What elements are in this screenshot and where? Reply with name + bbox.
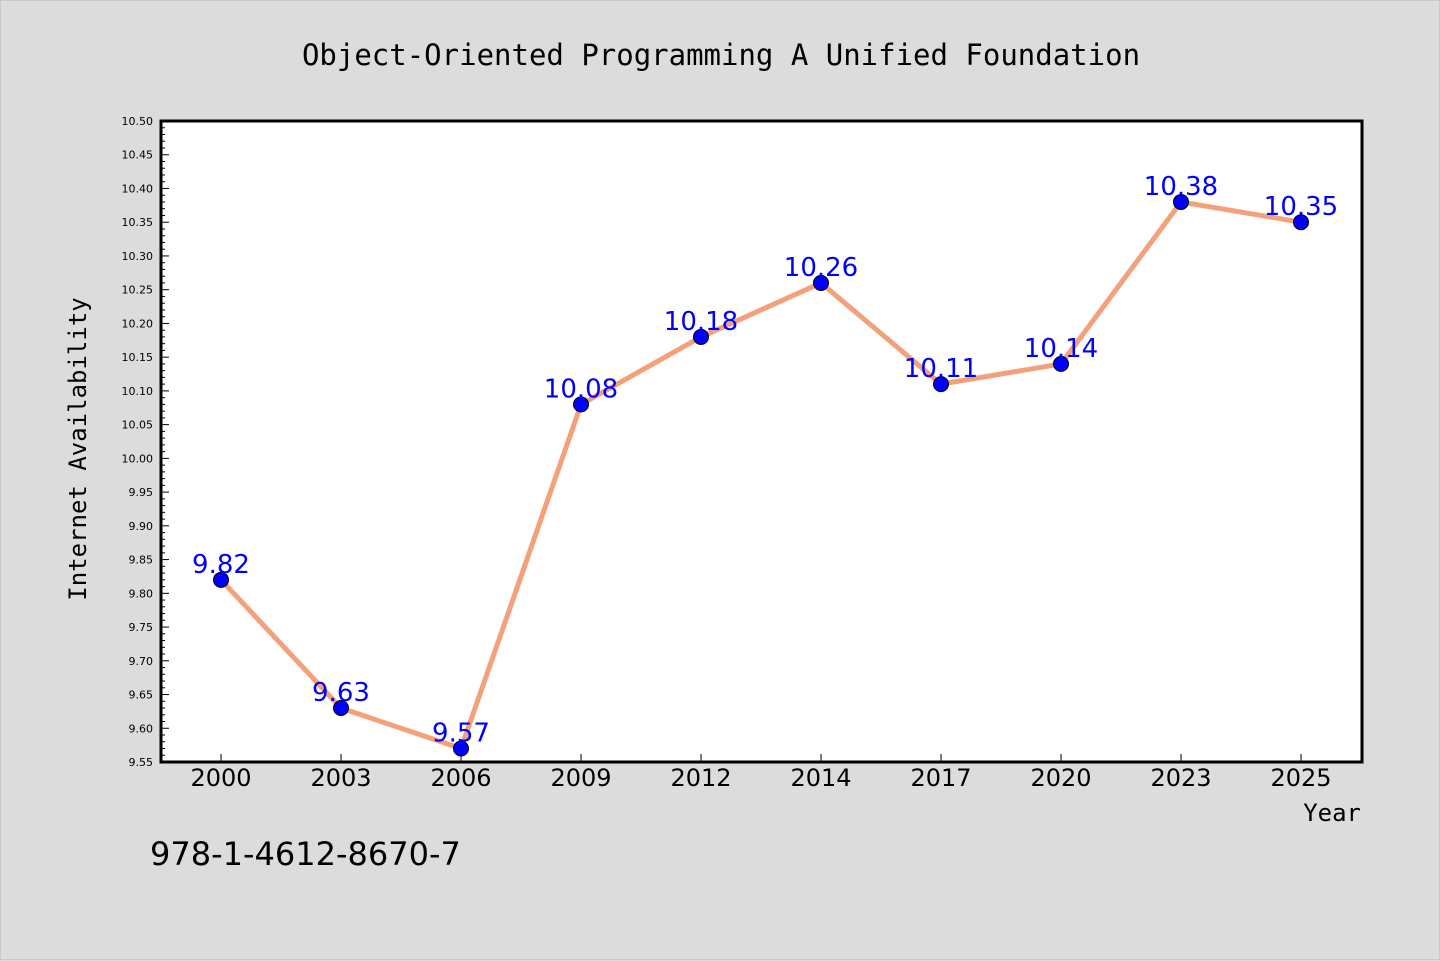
y-tick-label: 10.45 <box>122 149 154 162</box>
data-point <box>1053 355 1069 372</box>
x-tick-label: 2009 <box>550 764 611 792</box>
y-tick-label: 10.00 <box>122 452 154 465</box>
data-point <box>1293 214 1309 231</box>
y-tick-label: 10.25 <box>122 284 154 297</box>
x-tick-label: 2017 <box>910 764 971 792</box>
y-tick-label: 10.30 <box>122 250 154 263</box>
x-tick-label: 2000 <box>190 764 251 792</box>
data-label: 10.14 <box>1024 334 1098 364</box>
y-tick-label: 9.75 <box>129 621 154 634</box>
isbn-label: 978-1-4612-8670-7 <box>150 835 461 873</box>
x-tick-label: 2020 <box>1030 764 1091 792</box>
y-tick-label: 9.90 <box>129 520 154 533</box>
data-label: 9.57 <box>432 719 490 749</box>
y-tick-label: 9.85 <box>129 554 154 567</box>
y-tick-label: 9.65 <box>129 689 154 702</box>
data-point <box>693 328 709 345</box>
data-labels: 9.82 9.63 9.57 10.08 10.18 10.26 10.11 10.14 10.… <box>192 172 1338 749</box>
y-tick-label: 9.80 <box>129 587 154 600</box>
x-axis-ticks: 2000 2003 2006 2009 2012 2014 2017 2020 2023 2025 <box>190 754 1332 792</box>
chart-title: Object-Oriented Programming A Unified Fo… <box>302 38 1140 72</box>
x-tick-label: 2025 <box>1270 764 1331 792</box>
data-label: 10.38 <box>1144 172 1218 202</box>
data-point <box>213 571 229 588</box>
x-axis-title: Year <box>1303 799 1361 827</box>
data-label: 9.82 <box>192 550 250 580</box>
series-layer <box>213 193 1309 757</box>
series-line <box>218 199 1304 752</box>
data-label: 10.35 <box>1264 192 1338 222</box>
data-label: 10.11 <box>904 354 978 384</box>
y-tick-label: 9.70 <box>129 655 154 668</box>
data-point <box>813 274 829 291</box>
y-tick-label: 9.60 <box>129 722 154 735</box>
y-tick-label: 10.10 <box>122 385 154 398</box>
x-tick-label: 2012 <box>670 764 731 792</box>
data-label: 10.26 <box>784 253 858 283</box>
data-point <box>573 396 589 413</box>
y-axis-ticks: 9.55 9.60 9.65 9.70 9.75 9.80 9.85 9.90 9.95 10.0… <box>122 115 169 769</box>
data-point <box>333 700 349 717</box>
x-tick-label: 2014 <box>790 764 851 792</box>
y-tick-label: 10.40 <box>122 182 154 195</box>
data-label: 9.63 <box>312 678 370 708</box>
data-point <box>1173 193 1189 210</box>
plot-area <box>159 119 1364 764</box>
data-point <box>933 376 949 393</box>
y-tick-label: 9.95 <box>129 486 154 499</box>
y-tick-label: 10.15 <box>122 351 154 364</box>
x-tick-label: 2006 <box>430 764 491 792</box>
y-tick-label: 10.50 <box>122 115 154 128</box>
data-label: 10.18 <box>664 307 738 337</box>
y-tick-label: 10.05 <box>122 419 154 432</box>
y-tick-label: 9.55 <box>129 756 154 769</box>
y-axis-title: Internet Availability <box>64 297 92 600</box>
x-tick-label: 2003 <box>310 764 371 792</box>
y-tick-label: 10.20 <box>122 317 154 330</box>
data-point <box>453 740 469 757</box>
y-tick-label: 10.35 <box>122 216 154 229</box>
x-tick-label: 2023 <box>1150 764 1211 792</box>
data-label: 10.08 <box>544 374 618 404</box>
